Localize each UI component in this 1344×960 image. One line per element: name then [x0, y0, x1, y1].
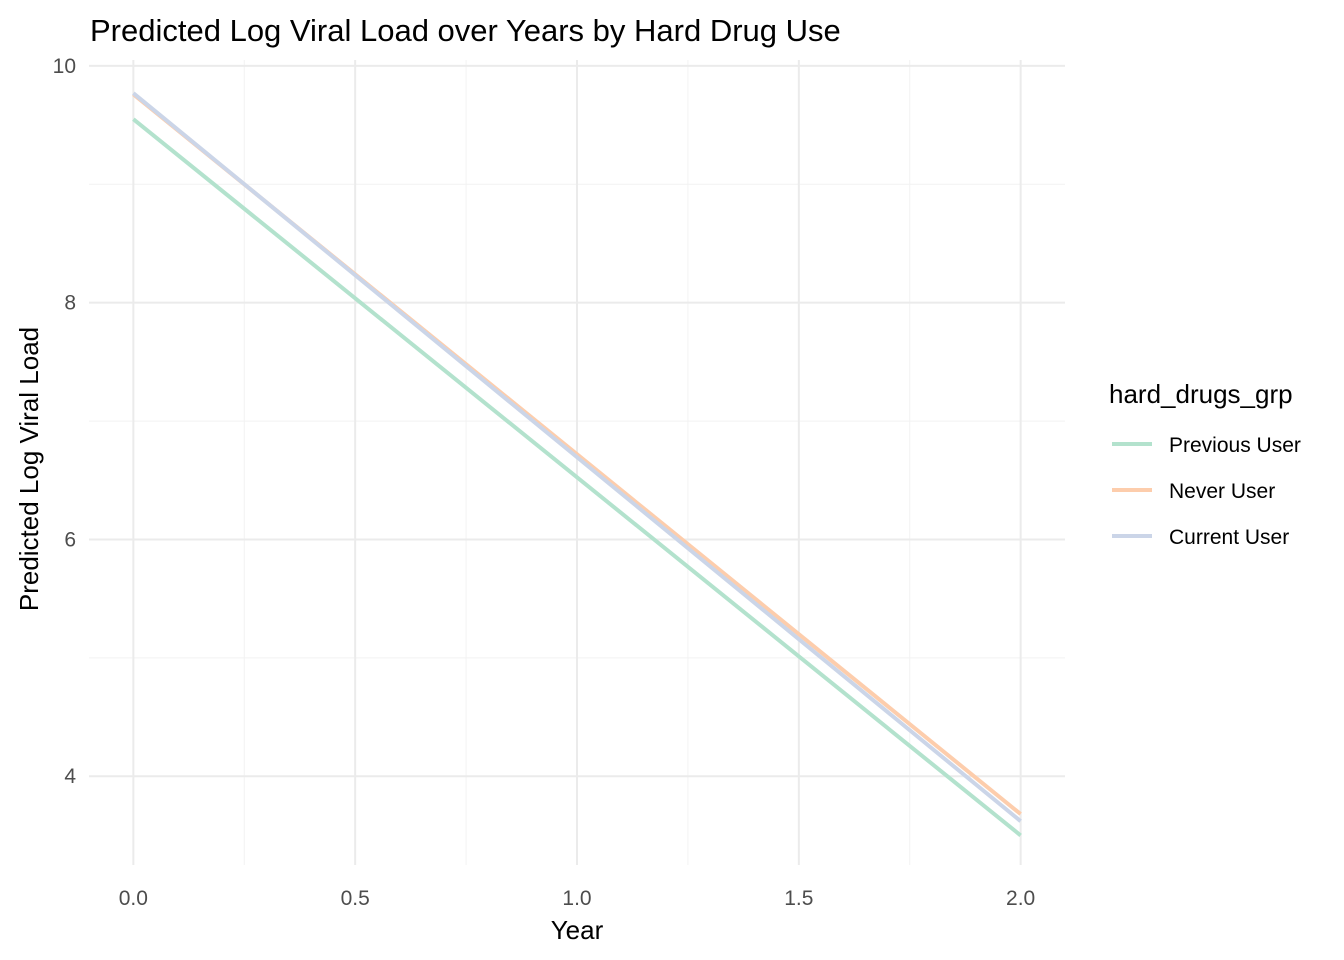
x-tick-label: 1.0: [562, 887, 591, 910]
grid: [89, 60, 1065, 865]
y-tick-label: 8: [64, 292, 76, 315]
series-line: [132, 91, 1022, 823]
x-axis-title: Year: [551, 915, 604, 945]
legend-title: hard_drugs_grp: [1109, 379, 1293, 409]
y-tick-label: 4: [64, 765, 76, 788]
x-tick-label: 0.0: [119, 887, 148, 910]
y-tick-label: 10: [53, 55, 76, 78]
x-tick-label: 1.5: [784, 887, 813, 910]
y-tick-label: 6: [64, 528, 76, 551]
x-tick-label: 2.0: [1006, 887, 1035, 910]
axis-ticks: 0.0 0.5 1.0 1.5 2.0 4 6 8 10: [53, 55, 1036, 910]
legend-label: Previous User: [1169, 434, 1301, 457]
legend-label: Never User: [1169, 480, 1275, 503]
y-axis-title: Predicted Log Viral Load: [14, 327, 44, 611]
legend-label: Current User: [1169, 526, 1289, 549]
series-line: [132, 117, 1022, 837]
legend: hard_drugs_grp Previous User Never User Cu…: [1109, 379, 1301, 549]
series-lines: [132, 91, 1022, 837]
legend-items: Previous User Never User Current User: [1112, 434, 1301, 549]
x-tick-label: 0.5: [341, 887, 370, 910]
chart-title: Predicted Log Viral Load over Years by H…: [90, 13, 841, 48]
